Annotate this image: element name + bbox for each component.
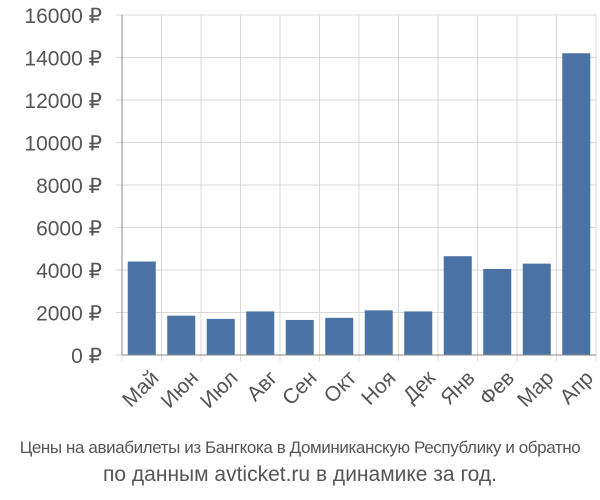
y-tick-label: 4000 ₽ — [36, 260, 102, 283]
x-tick-label: Ноя — [357, 366, 400, 409]
bar-8 — [404, 311, 433, 355]
bar-4 — [246, 311, 275, 355]
bar-5 — [285, 319, 314, 355]
bar-11 — [522, 263, 551, 355]
chart-caption-line-1: Цены на авиабилеты из Бангкока в Доминик… — [19, 438, 581, 457]
x-tick-label: Янв — [436, 366, 479, 409]
bar-7 — [364, 310, 393, 355]
x-tick-label: Мар — [513, 366, 558, 411]
y-tick-label: 2000 ₽ — [36, 303, 102, 326]
y-tick-label: 10000 ₽ — [24, 133, 102, 156]
y-tick-label: 12000 ₽ — [24, 90, 102, 113]
chart-caption-line-2: по данным avticket.ru в динамике за год. — [103, 463, 497, 486]
bar-2 — [167, 315, 196, 355]
x-tick-label: Дек — [399, 366, 441, 408]
bar-3 — [206, 318, 235, 355]
x-tick-label: Апр — [556, 366, 598, 408]
x-tick-label: Июл — [196, 366, 242, 412]
bar-12 — [562, 53, 591, 355]
x-tick-label: Июн — [157, 366, 203, 412]
y-tick-label: 6000 ₽ — [36, 218, 102, 241]
y-tick-labels: 0 ₽ 2000 ₽ 4000 ₽ 6000 ₽ 8000 ₽ 10000 ₽ 12000 … — [24, 5, 102, 368]
bar-10 — [483, 268, 512, 355]
x-tick-label: Окт — [320, 366, 362, 408]
bar-1 — [127, 261, 156, 355]
y-tick-label: 14000 ₽ — [24, 48, 102, 71]
bar-chart: 0 ₽ 2000 ₽ 4000 ₽ 6000 ₽ 8000 ₽ 10000 ₽ 12000 … — [24, 5, 598, 413]
y-tick-label: 0 ₽ — [71, 345, 102, 368]
bars — [127, 53, 591, 355]
bar-6 — [325, 317, 354, 355]
bar-9 — [443, 256, 472, 355]
grid-lines — [116, 14, 597, 361]
axes — [121, 15, 596, 356]
y-tick-label: 16000 ₽ — [24, 5, 102, 28]
x-tick-label: Май — [118, 366, 163, 411]
x-tick-label: Авг — [242, 366, 282, 406]
x-tick-label: Сен — [278, 366, 321, 409]
y-tick-label: 8000 ₽ — [36, 175, 102, 198]
x-tick-label: Фев — [475, 366, 519, 410]
